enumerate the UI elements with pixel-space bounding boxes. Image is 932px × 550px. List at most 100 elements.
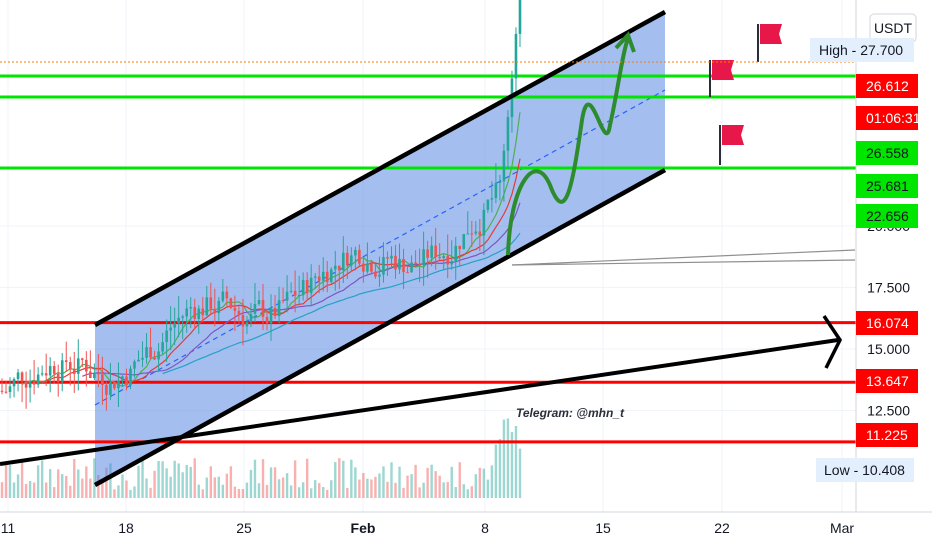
volume-bar bbox=[281, 477, 285, 498]
volume-bar bbox=[101, 481, 104, 498]
time-axis[interactable] bbox=[0, 512, 932, 550]
volume-bar bbox=[474, 474, 478, 498]
volume-bar bbox=[326, 489, 329, 498]
trendline-arrowhead bbox=[822, 315, 843, 369]
volume-bar bbox=[514, 425, 518, 498]
candle-body bbox=[305, 279, 309, 294]
candle-body bbox=[233, 307, 237, 311]
candle-body bbox=[289, 290, 293, 292]
x-tick-label: Mar bbox=[830, 520, 854, 536]
candle-body bbox=[269, 307, 273, 324]
volume-bar bbox=[510, 432, 514, 498]
price-tag-box bbox=[856, 311, 918, 335]
volume-bar bbox=[410, 474, 413, 498]
candle-body bbox=[253, 303, 257, 314]
candle-body bbox=[169, 327, 172, 331]
candle-body bbox=[486, 199, 490, 210]
volume-bar bbox=[173, 460, 176, 498]
candle-body bbox=[358, 249, 361, 264]
candle-body bbox=[109, 382, 112, 395]
candle-body bbox=[506, 117, 510, 151]
volume-bar bbox=[346, 487, 349, 498]
volume-bar bbox=[398, 466, 401, 498]
candle-body bbox=[446, 256, 450, 265]
candle-body bbox=[301, 279, 305, 295]
candle-body bbox=[366, 263, 369, 272]
y-tick-label: 17.500 bbox=[867, 280, 910, 296]
candle-body bbox=[438, 257, 441, 259]
candle-body bbox=[422, 249, 425, 266]
candle-body bbox=[137, 359, 140, 362]
volume-bar bbox=[458, 462, 461, 498]
candle-body bbox=[502, 150, 506, 182]
price-tag-box bbox=[856, 423, 918, 447]
volume-bar bbox=[506, 418, 510, 498]
candle-body bbox=[325, 271, 329, 283]
candle-body bbox=[185, 308, 189, 317]
volume-bar bbox=[309, 488, 313, 498]
candle-body bbox=[450, 261, 454, 265]
volume-bar bbox=[20, 458, 24, 498]
volume-bar bbox=[482, 468, 486, 498]
volume-bar bbox=[197, 484, 200, 498]
candle-body bbox=[117, 380, 120, 389]
volume-bar bbox=[185, 464, 188, 498]
ascending-channel[interactable] bbox=[95, 12, 665, 485]
x-tick-label: 8 bbox=[481, 520, 489, 536]
candle-body bbox=[105, 384, 108, 395]
candle-body bbox=[245, 322, 249, 327]
currency-badge[interactable]: USDT bbox=[869, 13, 917, 43]
channel-upper-line[interactable] bbox=[93, 10, 667, 327]
channel-lower-line[interactable] bbox=[93, 168, 667, 487]
volume-bar bbox=[225, 473, 229, 498]
y-tick-label: 12.500 bbox=[867, 403, 910, 419]
candle-body bbox=[390, 255, 393, 259]
candle-body bbox=[129, 368, 132, 386]
volume-bar bbox=[305, 458, 309, 498]
volume-bar bbox=[153, 470, 156, 498]
volume-bar bbox=[498, 439, 502, 498]
rising-trendline[interactable] bbox=[0, 338, 839, 466]
volume-bar bbox=[386, 481, 389, 498]
candle-body bbox=[125, 376, 128, 386]
volume-bar bbox=[285, 473, 289, 498]
volume-bar bbox=[149, 487, 152, 498]
projected-path[interactable] bbox=[506, 37, 630, 256]
volume-bar bbox=[181, 472, 184, 498]
volume-bar bbox=[93, 458, 96, 498]
volume-bar bbox=[253, 459, 257, 498]
volume-bar bbox=[322, 487, 325, 498]
candle-body bbox=[133, 361, 136, 369]
candle-body bbox=[333, 265, 337, 270]
candle-body bbox=[346, 252, 349, 266]
candle-body bbox=[470, 233, 474, 235]
volume-bar bbox=[454, 486, 457, 498]
candle-body bbox=[237, 310, 241, 316]
candle-body bbox=[217, 300, 221, 314]
volume-bar bbox=[358, 479, 361, 498]
candle-body bbox=[28, 381, 32, 388]
volume-bar bbox=[245, 482, 249, 498]
volume-bar bbox=[490, 465, 494, 498]
volume-bar bbox=[362, 472, 365, 498]
volume-bar bbox=[301, 482, 305, 498]
candle-body bbox=[40, 373, 44, 375]
volume-bar bbox=[462, 484, 465, 498]
volume-bar bbox=[157, 461, 160, 498]
volume-bar bbox=[209, 466, 212, 498]
candle-body bbox=[281, 300, 285, 302]
candle-body bbox=[265, 316, 269, 324]
volume-bar bbox=[53, 487, 56, 498]
candle-body bbox=[241, 315, 245, 327]
price-tag-value: 16.074 bbox=[866, 315, 909, 331]
price-tag-box bbox=[856, 74, 918, 98]
candle-body bbox=[141, 357, 144, 360]
volume-bar bbox=[32, 482, 36, 498]
volume-bar bbox=[177, 463, 180, 498]
candle-body bbox=[474, 231, 478, 234]
candle-body bbox=[386, 256, 389, 259]
volume-bar bbox=[57, 469, 60, 498]
volume-bar bbox=[394, 482, 397, 498]
